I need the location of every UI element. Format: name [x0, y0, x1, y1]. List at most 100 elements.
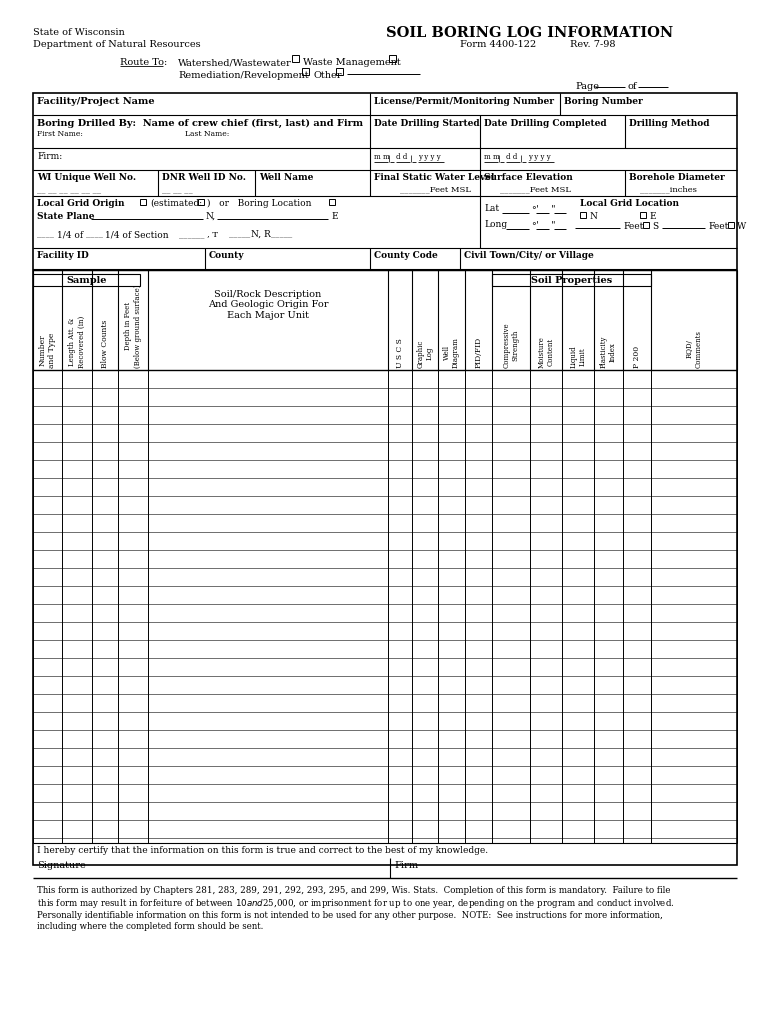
- Bar: [643, 222, 649, 228]
- Text: Sample: Sample: [66, 276, 107, 285]
- Text: Soil Properties: Soil Properties: [531, 276, 612, 285]
- Text: County Code: County Code: [374, 251, 438, 260]
- Text: State of Wisconsin: State of Wisconsin: [33, 28, 125, 37]
- Text: N: N: [589, 212, 597, 221]
- Text: E: E: [649, 212, 655, 221]
- Text: Department of Natural Resources: Department of Natural Resources: [33, 40, 201, 49]
- Text: ____: ____: [37, 230, 54, 238]
- Bar: [198, 199, 204, 205]
- Text: Liquid
Limit: Liquid Limit: [569, 345, 587, 368]
- Text: Local Grid Origin: Local Grid Origin: [37, 199, 125, 208]
- Text: Surface Elevation: Surface Elevation: [484, 173, 573, 182]
- Text: Date Drilling Completed: Date Drilling Completed: [484, 119, 607, 128]
- Text: Rev. 7-98: Rev. 7-98: [570, 40, 615, 49]
- Text: WI Unique Well No.: WI Unique Well No.: [37, 173, 136, 182]
- Text: Boring Drilled By:  Name of crew chief (first, last) and Firm: Boring Drilled By: Name of crew chief (f…: [37, 119, 363, 128]
- Text: Compressive
Strength: Compressive Strength: [502, 323, 520, 368]
- Bar: [389, 55, 396, 62]
- Bar: [728, 222, 734, 228]
- Bar: [33, 93, 737, 865]
- Bar: [292, 55, 299, 62]
- Text: °: °: [531, 222, 536, 231]
- Text: County: County: [209, 251, 245, 260]
- Text: ': ': [536, 220, 539, 229]
- Bar: [302, 68, 309, 75]
- Text: d d: d d: [396, 153, 407, 161]
- Text: U S C S: U S C S: [396, 338, 404, 368]
- Text: 1/4 of: 1/4 of: [57, 230, 83, 239]
- Text: Graphic
Log: Graphic Log: [417, 340, 434, 368]
- Text: y y y y: y y y y: [418, 153, 440, 161]
- Text: Blow Counts: Blow Counts: [101, 319, 109, 368]
- Text: d d: d d: [506, 153, 517, 161]
- Text: Other: Other: [314, 71, 343, 80]
- Text: Plasticity
Index: Plasticity Index: [600, 336, 617, 368]
- Text: of: of: [628, 82, 638, 91]
- Text: Firm:: Firm:: [37, 152, 62, 161]
- Text: Watershed/Wastewater: Watershed/Wastewater: [178, 58, 292, 67]
- Text: __ __: __ __: [374, 262, 393, 270]
- Text: E: E: [331, 212, 337, 221]
- Text: N, R: N, R: [251, 230, 271, 239]
- Text: I hereby certify that the information on this form is true and correct to the be: I hereby certify that the information on…: [37, 846, 488, 855]
- Text: Boring Number: Boring Number: [564, 97, 643, 106]
- Text: °: °: [531, 206, 536, 215]
- Text: _____: _____: [229, 230, 250, 238]
- Text: Feet: Feet: [623, 222, 644, 231]
- Text: This form is authorized by Chapters 281, 283, 289, 291, 292, 293, 295, and 299, : This form is authorized by Chapters 281,…: [37, 886, 675, 931]
- Text: N,: N,: [206, 212, 216, 221]
- Text: Firm: Firm: [394, 861, 418, 870]
- Text: Last Name:: Last Name:: [185, 130, 229, 138]
- Bar: [580, 212, 586, 218]
- Text: 1/4 of Section: 1/4 of Section: [105, 230, 169, 239]
- Text: Lat: Lat: [484, 204, 499, 213]
- Text: (estimated:: (estimated:: [150, 199, 202, 208]
- Text: Signature: Signature: [37, 861, 85, 870]
- Text: Facility/Project Name: Facility/Project Name: [37, 97, 155, 106]
- Text: y y y y: y y y y: [528, 153, 551, 161]
- Text: )   or   Boring Location: ) or Boring Location: [207, 199, 312, 208]
- Text: ____: ____: [86, 230, 103, 238]
- Text: Soil/Rock Description
And Geologic Origin For
Each Major Unit: Soil/Rock Description And Geologic Origi…: [208, 290, 328, 319]
- Text: Long: Long: [484, 220, 507, 229]
- Text: ": ": [551, 220, 556, 229]
- Text: Date Drilling Started: Date Drilling Started: [374, 119, 480, 128]
- Text: Local Grid Location: Local Grid Location: [580, 199, 679, 208]
- Text: Final Static Water Level: Final Static Water Level: [374, 173, 494, 182]
- Text: __ __ __: __ __ __: [162, 185, 192, 193]
- Text: License/Permit/Monitoring Number: License/Permit/Monitoring Number: [374, 97, 554, 106]
- Text: Page: Page: [575, 82, 599, 91]
- Bar: [336, 68, 343, 75]
- Text: __ __ __ __ __ __: __ __ __ __ __ __: [37, 185, 101, 193]
- Text: First Name:: First Name:: [37, 130, 83, 138]
- Text: Route To:: Route To:: [120, 58, 167, 67]
- Bar: [33, 274, 140, 286]
- Text: _______Feet MSL: _______Feet MSL: [500, 185, 571, 193]
- Bar: [640, 212, 646, 218]
- Text: DNR Well ID No.: DNR Well ID No.: [162, 173, 246, 182]
- Text: m m: m m: [484, 153, 500, 161]
- Text: Depth in Feet
(Below ground surface): Depth in Feet (Below ground surface): [125, 285, 142, 368]
- Text: _____: _____: [271, 230, 293, 238]
- Text: SOIL BORING LOG INFORMATION: SOIL BORING LOG INFORMATION: [387, 26, 674, 40]
- Text: PID/FID: PID/FID: [474, 337, 483, 368]
- Text: Number
and Type: Number and Type: [39, 333, 56, 368]
- Text: _______Feet MSL: _______Feet MSL: [400, 185, 471, 193]
- Text: Facility ID: Facility ID: [37, 251, 89, 260]
- Text: Well Name: Well Name: [259, 173, 313, 182]
- Bar: [140, 199, 146, 205]
- Text: ': ': [536, 204, 539, 213]
- Text: Remediation/Revelopment: Remediation/Revelopment: [178, 71, 309, 80]
- Text: Borehole Diameter: Borehole Diameter: [629, 173, 725, 182]
- Text: ______ , T: ______ , T: [179, 230, 218, 238]
- Text: Moisture
Content: Moisture Content: [537, 336, 554, 368]
- Text: W: W: [737, 222, 746, 231]
- Text: P 200: P 200: [633, 346, 641, 368]
- Bar: [329, 199, 335, 205]
- Text: State Plane: State Plane: [37, 212, 95, 221]
- Text: m m: m m: [374, 153, 390, 161]
- Text: Length Att. &
Recovered (in): Length Att. & Recovered (in): [69, 315, 85, 368]
- Text: _______inches: _______inches: [640, 185, 697, 193]
- Text: RQD/
Comments: RQD/ Comments: [685, 330, 702, 368]
- Text: Well
Diagram: Well Diagram: [443, 337, 460, 368]
